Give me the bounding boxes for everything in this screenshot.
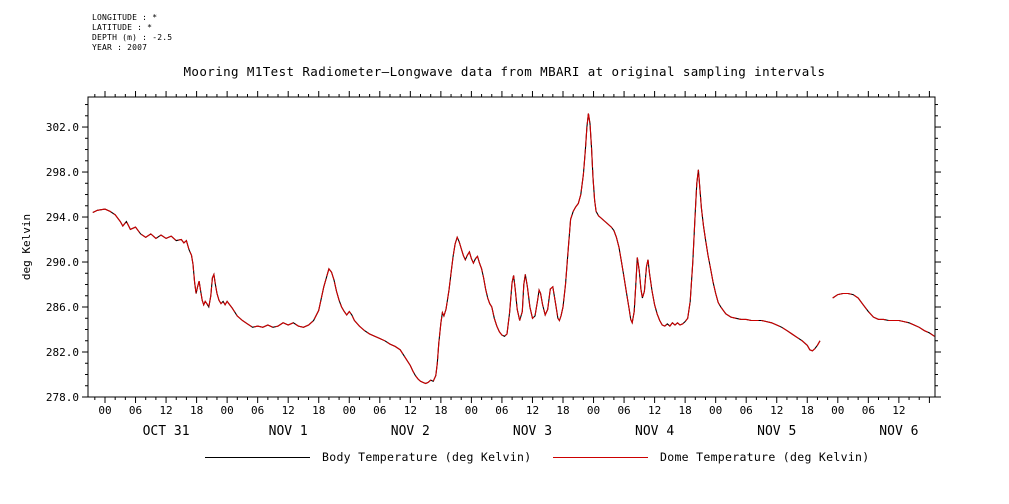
svg-text:NOV 6: NOV 6 <box>879 424 918 439</box>
meta-longitude: LONGITUDE : * <box>92 13 158 22</box>
svg-text:12: 12 <box>526 404 539 417</box>
meta-depth: DEPTH (m) : -2.5 <box>92 33 173 42</box>
body-temp-line-swatch <box>205 456 310 458</box>
svg-text:OCT 31: OCT 31 <box>143 424 190 439</box>
svg-text:NOV 5: NOV 5 <box>757 424 796 439</box>
svg-text:12: 12 <box>282 404 295 417</box>
svg-text:302.0: 302.0 <box>46 121 79 134</box>
svg-text:12: 12 <box>648 404 661 417</box>
svg-text:18: 18 <box>434 404 447 417</box>
plot-title: Mooring M1Test Radiometer—Longwave data … <box>183 64 826 79</box>
svg-text:00: 00 <box>343 404 356 417</box>
svg-text:294.0: 294.0 <box>46 211 79 224</box>
svg-text:deg Kelvin: deg Kelvin <box>20 214 33 280</box>
svg-text:00: 00 <box>465 404 478 417</box>
svg-text:00: 00 <box>98 404 111 417</box>
svg-text:00: 00 <box>831 404 844 417</box>
svg-text:18: 18 <box>556 404 569 417</box>
meta-year: YEAR : 2007 <box>92 43 148 52</box>
meta-latitude: LATITUDE : * <box>92 23 153 32</box>
svg-text:12: 12 <box>770 404 783 417</box>
svg-text:06: 06 <box>740 404 753 417</box>
svg-text:12: 12 <box>892 404 905 417</box>
legend-body-temperature: Body Temperature (deg Kelvin) <box>205 450 531 464</box>
svg-text:06: 06 <box>373 404 386 417</box>
svg-text:NOV 1: NOV 1 <box>269 424 308 439</box>
svg-text:18: 18 <box>190 404 203 417</box>
dome-temp-line-swatch <box>553 456 648 458</box>
svg-text:06: 06 <box>129 404 142 417</box>
svg-text:00: 00 <box>587 404 600 417</box>
svg-text:12: 12 <box>404 404 417 417</box>
svg-text:NOV 3: NOV 3 <box>513 424 552 439</box>
body-temp-legend-label: Body Temperature (deg Kelvin) <box>322 450 532 464</box>
svg-text:06: 06 <box>251 404 264 417</box>
svg-text:NOV 4: NOV 4 <box>635 424 674 439</box>
svg-text:18: 18 <box>801 404 814 417</box>
svg-text:06: 06 <box>495 404 508 417</box>
svg-text:298.0: 298.0 <box>46 166 79 179</box>
metadata-block: LONGITUDE : * LATITUDE : * DEPTH (m) : -… <box>92 13 172 53</box>
svg-text:12: 12 <box>159 404 172 417</box>
svg-text:18: 18 <box>312 404 325 417</box>
svg-text:06: 06 <box>617 404 630 417</box>
svg-text:282.0: 282.0 <box>46 346 79 359</box>
svg-text:278.0: 278.0 <box>46 391 79 404</box>
svg-text:NOV 2: NOV 2 <box>391 424 430 439</box>
dome-temp-legend-label: Dome Temperature (deg Kelvin) <box>660 450 870 464</box>
svg-text:06: 06 <box>862 404 875 417</box>
svg-text:18: 18 <box>679 404 692 417</box>
svg-text:286.0: 286.0 <box>46 301 79 314</box>
legend-dome-temperature: Dome Temperature (deg Kelvin) <box>553 450 869 464</box>
svg-text:00: 00 <box>709 404 722 417</box>
svg-text:00: 00 <box>221 404 234 417</box>
svg-text:290.0: 290.0 <box>46 256 79 269</box>
